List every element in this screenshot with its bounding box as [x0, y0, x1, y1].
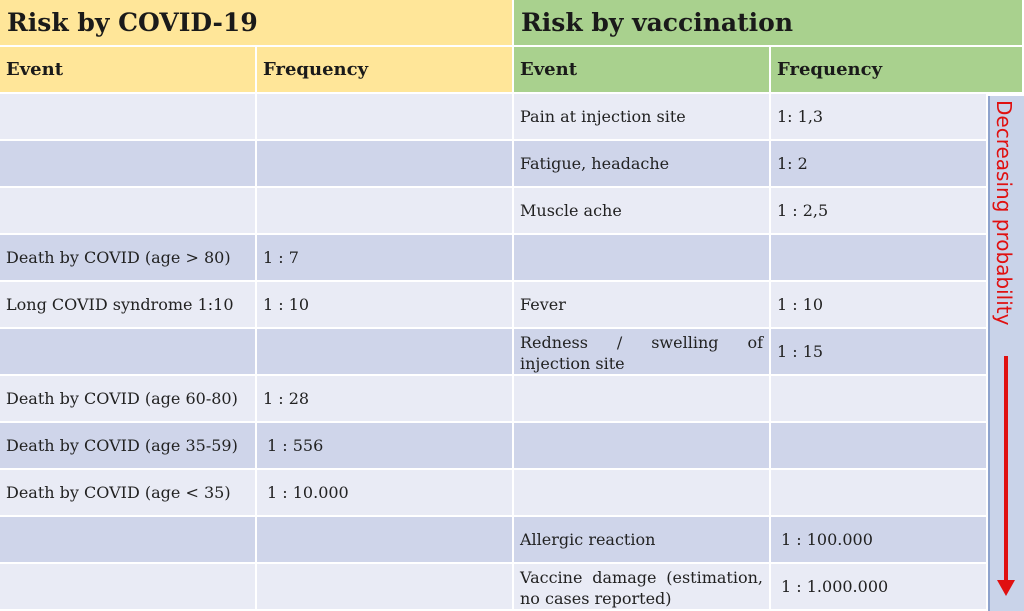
covid-frequency-cell	[257, 94, 514, 141]
vaccination-frequency-cell	[771, 376, 988, 423]
vaccination-frequency-cell: 1 : 100.000	[771, 517, 988, 564]
vaccination-event-header: Event	[514, 47, 771, 94]
covid-frequency-header: Frequency	[257, 47, 514, 94]
covid-event-header: Event	[0, 47, 257, 94]
covid-event-cell: Death by COVID (age 35-59)	[0, 423, 257, 470]
vaccination-frequency-cell	[771, 235, 988, 282]
vaccination-event-cell	[514, 470, 771, 517]
covid-event-cell	[0, 188, 257, 235]
covid-event-cell	[0, 94, 257, 141]
covid-event-cell	[0, 141, 257, 188]
vaccination-event-cell: Pain at injection site	[514, 94, 771, 141]
covid-frequency-cell: 1 : 28	[257, 376, 514, 423]
vaccination-frequency-header: Frequency	[771, 47, 1024, 94]
vaccination-event-text: Vaccine damage (estimation, no cases rep…	[520, 568, 763, 608]
vaccination-event-text: Redness / swelling of injection site	[520, 333, 763, 373]
covid-event-cell	[0, 517, 257, 564]
decreasing-probability-label: Decreasing probability	[992, 100, 1016, 326]
vaccination-frequency-cell: 1 : 2,5	[771, 188, 988, 235]
vaccination-frequency-cell: 1 : 15	[771, 329, 988, 376]
vaccination-event-cell	[514, 423, 771, 470]
covid-frequency-cell: 1 : 7	[257, 235, 514, 282]
vaccination-event-cell	[514, 235, 771, 282]
covid-frequency-cell	[257, 517, 514, 564]
vaccination-frequency-cell	[771, 470, 988, 517]
vaccination-event-cell: Redness / swelling of injection site	[514, 329, 771, 376]
covid-frequency-cell: 1 : 556	[257, 423, 514, 470]
covid-frequency-cell	[257, 329, 514, 376]
covid-event-cell: Long COVID syndrome 1:10	[0, 282, 257, 329]
vaccination-event-cell	[514, 376, 771, 423]
covid-event-cell	[0, 329, 257, 376]
vaccination-frequency-cell: 1: 1,3	[771, 94, 988, 141]
vaccination-event-cell: Fever	[514, 282, 771, 329]
covid-frequency-cell	[257, 141, 514, 188]
covid-frequency-cell	[257, 188, 514, 235]
vaccination-event-cell: Allergic reaction	[514, 517, 771, 564]
vaccination-frequency-cell: 1 : 10	[771, 282, 988, 329]
vaccination-title: Risk by vaccination	[514, 0, 1024, 47]
vaccination-event-cell: Vaccine damage (estimation, no cases rep…	[514, 564, 771, 611]
covid-event-cell	[0, 564, 257, 611]
vaccination-frequency-cell: 1: 2	[771, 141, 988, 188]
covid-frequency-cell: 1 : 10	[257, 282, 514, 329]
vaccination-event-cell: Muscle ache	[514, 188, 771, 235]
covid-event-cell: Death by COVID (age > 80)	[0, 235, 257, 282]
covid-event-cell: Death by COVID (age 60-80)	[0, 376, 257, 423]
vaccination-frequency-cell	[771, 423, 988, 470]
covid-event-cell: Death by COVID (age < 35)	[0, 470, 257, 517]
covid-frequency-cell	[257, 564, 514, 611]
covid-frequency-cell: 1 : 10.000	[257, 470, 514, 517]
vaccination-event-cell: Fatigue, headache	[514, 141, 771, 188]
vaccination-frequency-cell: 1 : 1.000.000	[771, 564, 988, 611]
covid-title: Risk by COVID-19	[0, 0, 514, 47]
down-arrow-icon	[997, 356, 1015, 596]
